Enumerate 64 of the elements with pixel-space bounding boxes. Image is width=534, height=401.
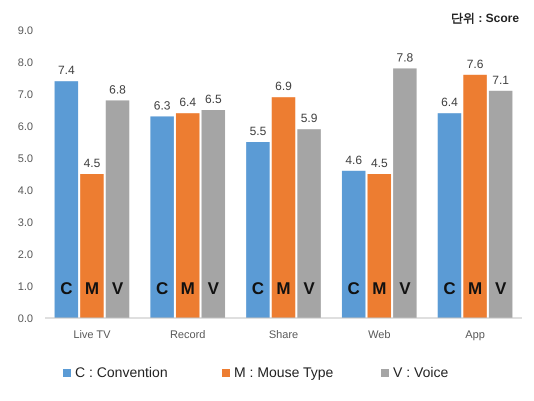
bar — [272, 97, 296, 318]
annotation: M — [372, 279, 386, 298]
x-tick-label: Web — [368, 329, 390, 341]
y-tick-label: 7.0 — [18, 88, 33, 101]
x-tick-label: App — [465, 329, 485, 341]
legend-label: M : Mouse Type — [234, 364, 334, 380]
bar — [150, 116, 174, 318]
y-tick-label: 2.0 — [18, 248, 33, 261]
annotation: V — [494, 279, 507, 298]
data-label: 6.5 — [204, 92, 222, 106]
bar — [202, 110, 226, 318]
annotation: V — [208, 279, 220, 298]
y-tick-label: 4.0 — [18, 184, 33, 197]
legend-label: C : Convention — [75, 364, 168, 380]
legend-label: V : Voice — [393, 364, 448, 380]
annotation: C — [60, 279, 72, 298]
data-label: 4.5 — [84, 156, 101, 170]
data-label: 6.9 — [275, 79, 292, 94]
y-tick-label: 0.0 — [18, 312, 33, 325]
data-label: 5.9 — [300, 111, 318, 126]
x-tick-label: Live TV — [73, 329, 112, 341]
bar — [80, 174, 104, 318]
data-label: 6.3 — [154, 98, 171, 112]
y-tick-label: 6.0 — [18, 120, 33, 133]
annotation: C — [443, 279, 456, 298]
annotation: V — [399, 279, 412, 298]
data-label: 6.8 — [109, 82, 126, 96]
annotation: V — [112, 279, 124, 298]
annotation: M — [468, 279, 482, 298]
bar — [368, 174, 392, 318]
annotation: M — [84, 279, 100, 298]
y-tick-label: 8.0 — [18, 56, 33, 69]
data-label: 6.4 — [441, 95, 458, 110]
annotation: V — [303, 279, 316, 298]
annotation: C — [156, 279, 168, 298]
y-tick-label: 9.0 — [18, 24, 33, 37]
data-label: 4.6 — [345, 152, 362, 167]
x-tick-label: Share — [268, 329, 298, 341]
bar — [438, 113, 462, 318]
bar — [246, 142, 270, 318]
chart-title: 단위 : Score — [450, 11, 520, 25]
y-tick-label: 3.0 — [18, 216, 33, 229]
annotation: M — [180, 279, 195, 298]
data-label: 7.6 — [466, 56, 484, 71]
data-label: 6.4 — [179, 95, 196, 110]
data-label: 7.8 — [396, 50, 414, 64]
bar — [393, 68, 417, 318]
data-label: 7.1 — [492, 72, 510, 87]
y-tick-label: 5.0 — [18, 152, 33, 165]
data-label: 4.5 — [370, 156, 388, 170]
bar — [488, 90, 512, 318]
data-label: 7.4 — [58, 63, 76, 78]
bar — [54, 81, 78, 318]
annotation: C — [252, 279, 264, 298]
bar — [342, 170, 366, 318]
bar — [297, 129, 321, 318]
annotation: M — [276, 279, 291, 298]
x-tick-label: Record — [170, 329, 206, 341]
bar — [463, 74, 487, 318]
y-tick-label: 1.0 — [18, 280, 33, 293]
annotation: C — [348, 279, 360, 298]
data-label: 5.5 — [250, 124, 267, 138]
bar — [106, 100, 130, 318]
bar — [176, 113, 200, 318]
